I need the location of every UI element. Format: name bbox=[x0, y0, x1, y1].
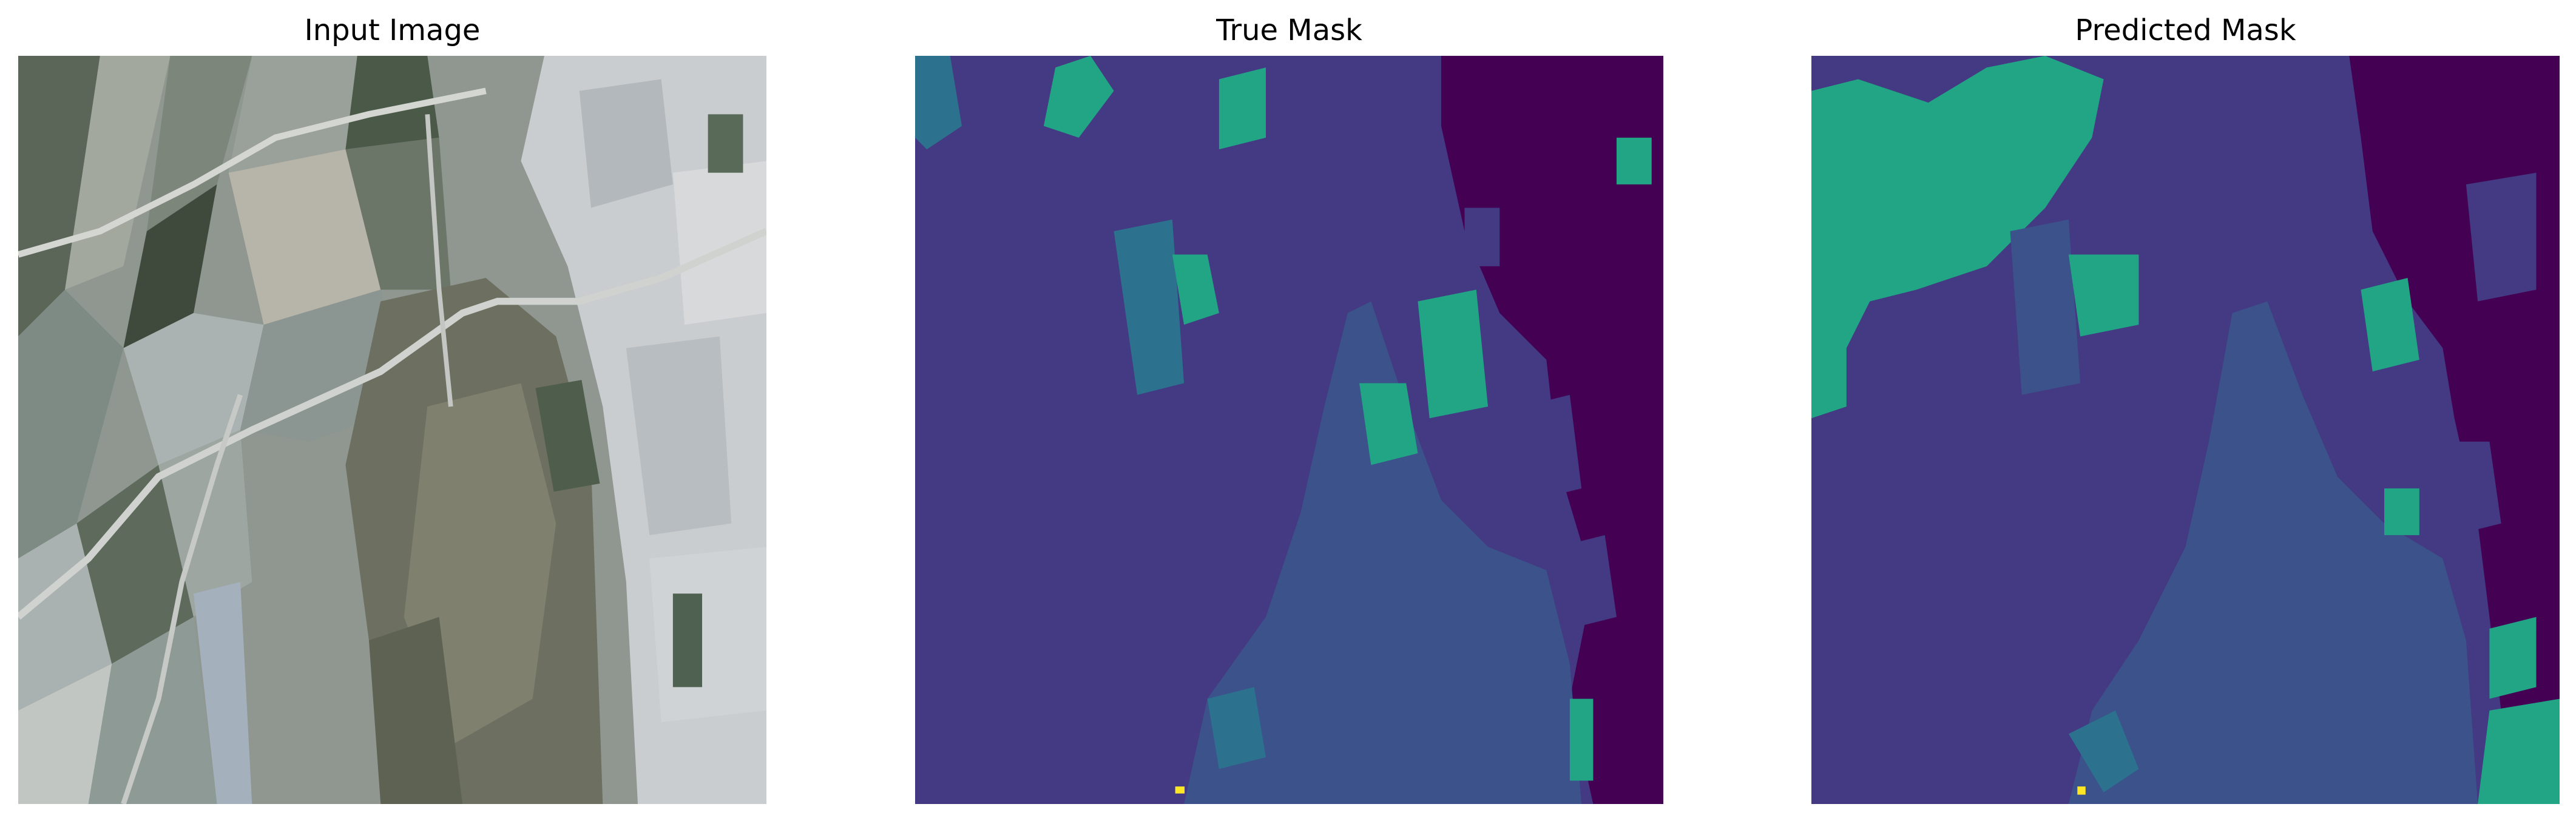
input-image bbox=[18, 56, 766, 804]
true-mask-title: True Mask bbox=[1216, 13, 1362, 47]
predicted-mask-image bbox=[1811, 56, 2560, 804]
predicted-mask-panel: Predicted Mask bbox=[1811, 0, 2560, 821]
input-image-panel: Input Image bbox=[18, 0, 766, 821]
true-mask-panel: True Mask bbox=[915, 0, 1663, 821]
input-image-title: Input Image bbox=[304, 13, 481, 47]
true-mask-image bbox=[915, 56, 1663, 804]
predicted-mask-title: Predicted Mask bbox=[2075, 13, 2296, 47]
